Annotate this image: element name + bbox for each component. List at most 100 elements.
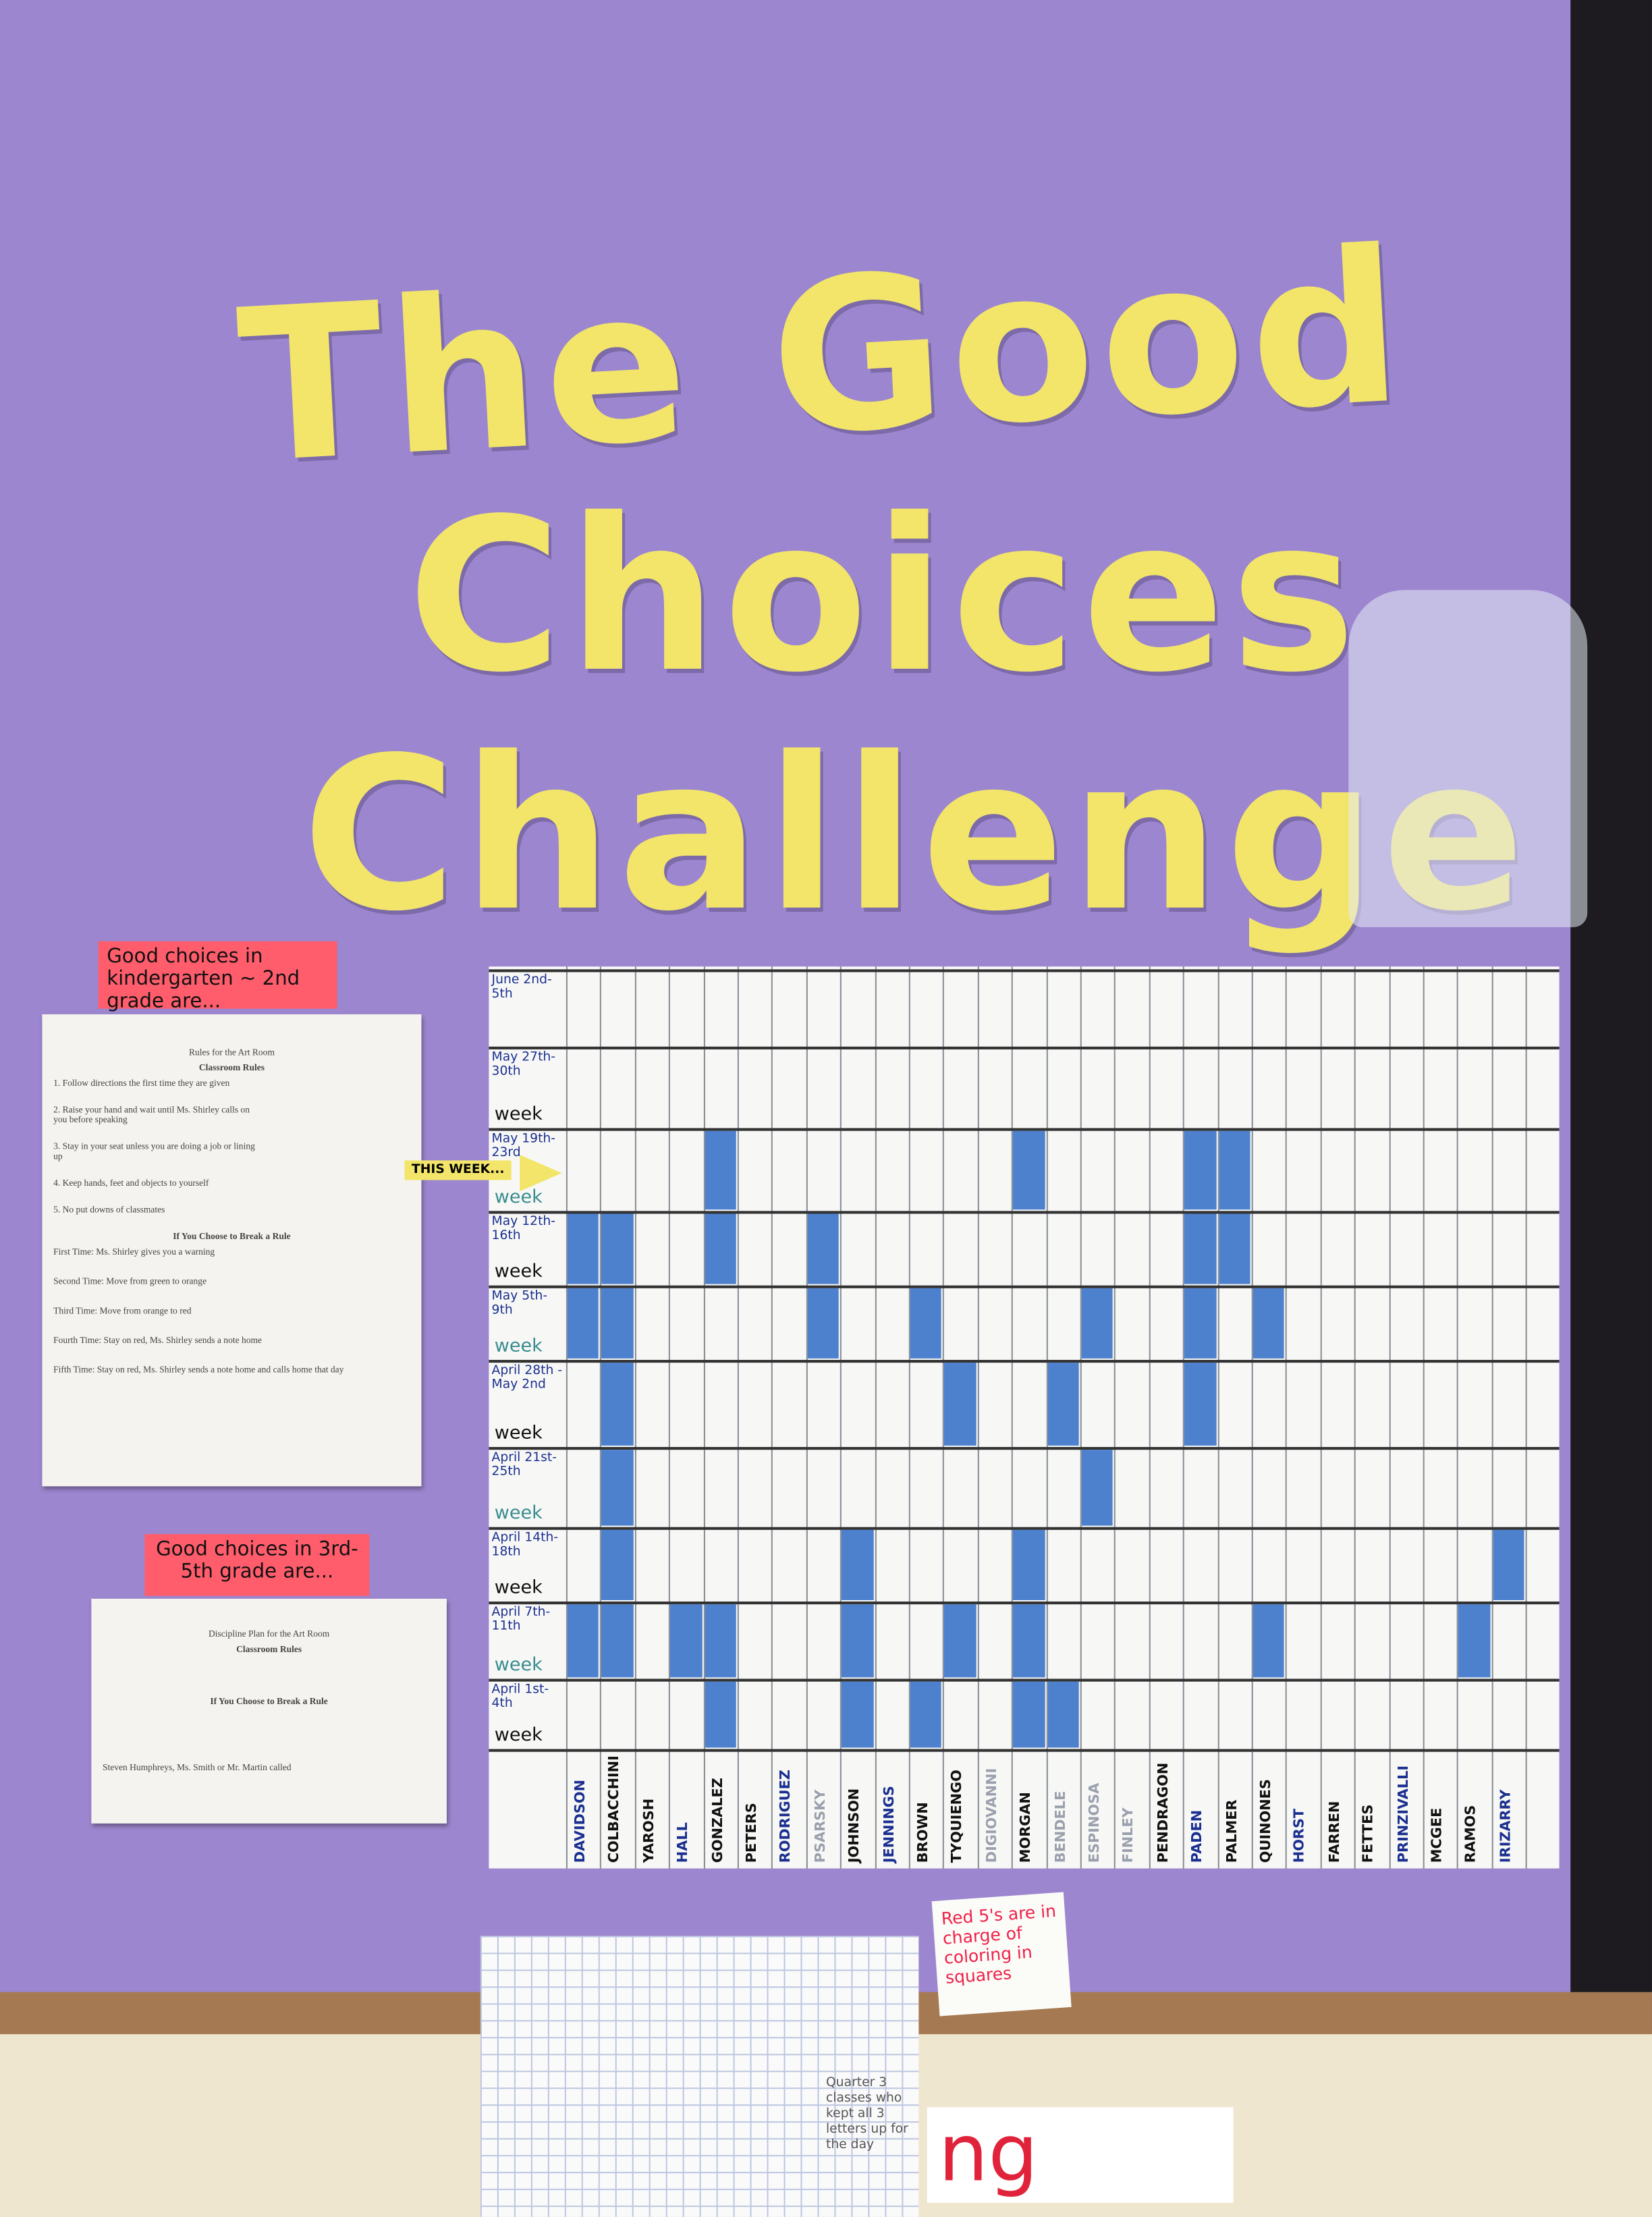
banner-fragment: ng — [927, 2107, 1234, 2203]
colored-square — [1081, 1450, 1113, 1526]
grid-line — [1320, 966, 1322, 1869]
grid-line — [703, 966, 705, 1869]
dark-edge — [1570, 0, 1652, 2030]
week-date: April 21st-25th — [491, 1451, 557, 1479]
rule-text: 2. Raise your hand and wait until Ms. Sh… — [53, 1105, 250, 1126]
grid-line — [1183, 966, 1185, 1869]
colored-square — [567, 1604, 599, 1678]
colored-square — [1013, 1529, 1045, 1600]
colored-square — [705, 1681, 736, 1748]
colored-square — [842, 1529, 873, 1600]
colored-square — [842, 1604, 873, 1678]
consequence-text: First Time: Ms. Shirley gives you a warn… — [53, 1247, 215, 1258]
grid-line — [1286, 966, 1288, 1869]
colored-square — [1252, 1604, 1285, 1678]
week-label: week — [494, 1655, 543, 1676]
rule-text: 1. Follow directions the first time they… — [53, 1078, 230, 1089]
rule-text: 5. No put downs of classmates — [53, 1205, 165, 1215]
grid-line — [943, 966, 945, 1869]
student-name: ESPINOSA — [1087, 1782, 1103, 1863]
week-label: week — [494, 1725, 543, 1747]
student-name: PADEN — [1190, 1809, 1206, 1863]
week-label: week — [494, 1503, 543, 1525]
student-name: YAROSH — [641, 1798, 657, 1863]
grid-line — [1217, 966, 1219, 1869]
grid-line — [1045, 966, 1048, 1869]
colored-square — [670, 1604, 702, 1678]
colored-square — [1493, 1529, 1524, 1600]
student-name: FETTES — [1361, 1804, 1377, 1863]
grid-line — [1012, 966, 1014, 1869]
week-label: week — [494, 1423, 543, 1444]
rule-text: 4. Keep hands, feet and objects to yours… — [53, 1178, 209, 1189]
colored-square — [1047, 1681, 1079, 1748]
colored-square — [1013, 1130, 1045, 1210]
week-date: April 14th-18th — [491, 1531, 559, 1560]
grid-line — [1080, 966, 1082, 1869]
colored-square — [807, 1288, 839, 1359]
consequence-text: Second Time: Move from green to orange — [53, 1277, 207, 1287]
student-name: HALL — [676, 1822, 692, 1863]
grid-line — [1423, 966, 1425, 1869]
week-label: week — [494, 1104, 543, 1126]
student-name: MCGEE — [1430, 1807, 1446, 1863]
student-name: QUINONES — [1259, 1779, 1275, 1863]
colored-square — [910, 1288, 942, 1359]
grid-line — [489, 969, 1560, 972]
colored-square — [1013, 1681, 1045, 1748]
grid-line — [489, 1046, 1560, 1049]
sheet-text: Steven Humphreys, Ms. Smith or Mr. Marti… — [102, 1763, 292, 1773]
colored-square — [705, 1604, 736, 1678]
colored-square — [705, 1213, 736, 1284]
week-date: May 12th-16th — [491, 1215, 556, 1244]
student-name: GONZALEZ — [710, 1778, 726, 1863]
colored-square — [910, 1681, 942, 1748]
colored-square — [1218, 1130, 1250, 1210]
colored-square — [807, 1213, 839, 1284]
arrow-head — [520, 1155, 562, 1192]
week-date: May 19th-23rd — [491, 1132, 556, 1161]
consequence-text: Fifth Time: Stay on red, Ms. Shirley sen… — [53, 1365, 344, 1375]
grid-line — [1491, 966, 1493, 1869]
student-name: BENDELE — [1053, 1790, 1069, 1863]
colored-square — [705, 1130, 736, 1210]
grid-line — [977, 966, 979, 1869]
student-name: PALMER — [1224, 1799, 1240, 1863]
week-date: April 7th-11th — [491, 1606, 551, 1634]
student-name: DAVIDSON — [573, 1779, 589, 1863]
colored-square — [601, 1288, 634, 1359]
colored-square — [1013, 1604, 1045, 1678]
grid-line — [489, 1749, 1560, 1751]
colored-square — [1047, 1363, 1079, 1446]
student-name: FARREN — [1327, 1801, 1343, 1863]
grid-line — [634, 966, 636, 1869]
week-date: April 28th - May 2nd — [491, 1364, 563, 1392]
colored-square — [1252, 1288, 1285, 1359]
grid-line — [489, 1527, 1560, 1529]
grid-line — [1114, 966, 1116, 1869]
sheet-subheading: If You Choose to Break a Rule — [173, 1232, 291, 1242]
sheet-heading: Discipline Plan for the Art Room — [208, 1629, 330, 1640]
colored-square — [944, 1363, 976, 1446]
grid-line — [600, 966, 602, 1869]
sheet-subheading: If You Choose to Break a Rule — [210, 1697, 328, 1707]
colored-square — [1218, 1213, 1250, 1284]
student-name: PETERS — [744, 1803, 761, 1863]
student-name: IRIZARRY — [1498, 1789, 1514, 1863]
grid-line — [489, 1447, 1560, 1450]
grid-line — [874, 966, 877, 1869]
sticky-note: Red 5's are in charge of coloring in squ… — [931, 1892, 1072, 2017]
grid-line — [669, 966, 671, 1869]
this-week-arrow: THIS WEEK... — [404, 1160, 512, 1180]
student-name: BROWN — [916, 1802, 932, 1863]
colored-square — [601, 1363, 634, 1446]
grid-line — [771, 966, 773, 1869]
grid-line — [489, 1128, 1560, 1130]
student-name: DIGIOVANNI — [984, 1768, 1000, 1863]
consequence-text: Third Time: Move from orange to red — [53, 1306, 192, 1317]
student-name: PRINZIVALLI — [1396, 1765, 1412, 1863]
student-name: RODRIGUEZ — [779, 1770, 794, 1863]
student-name: COLBACCHINI — [607, 1755, 623, 1863]
plastic-bag — [1348, 590, 1588, 927]
